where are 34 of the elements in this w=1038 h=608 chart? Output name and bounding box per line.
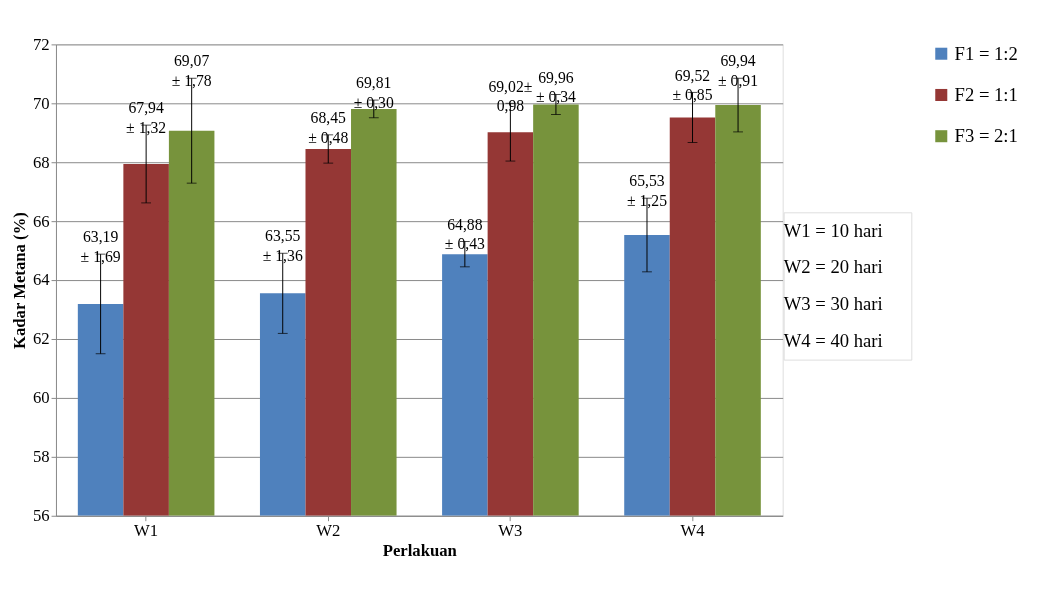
data-label: 69,96 ± 0,34 [535, 68, 577, 106]
y-tick-label: 70 [32, 93, 50, 113]
data-label: 69,81 ± 0,30 [353, 74, 394, 111]
legend-label: F1 = 1:2 [954, 42, 1018, 64]
x-tick-label: W3 [498, 520, 523, 540]
x-axis-title: Perlakuan [382, 540, 458, 560]
data-label: 65,53 ± 1,25 [626, 172, 668, 210]
data-label: 68,45 ± 0,48 [308, 109, 349, 146]
data-label: 63,19 ± 1,69 [80, 228, 121, 266]
data-label: 63,55 ± 1,36 [262, 227, 303, 265]
x-tick-label: W4 [680, 520, 706, 540]
data-label: 64,88 ± 0,43 [444, 215, 486, 253]
y-tick-label: 60 [32, 388, 50, 408]
y-tick-label: 64 [32, 270, 51, 290]
y-tick-label: 72 [32, 34, 50, 54]
y-tick-label: 68 [32, 152, 50, 172]
y-tick-label: 56 [32, 506, 50, 526]
x-tick-label: W2 [316, 520, 341, 540]
text: W4 = 40 hari [783, 330, 883, 352]
y-tick-label: 66 [32, 211, 50, 231]
x-tick-label: W1 [134, 520, 159, 540]
y-tick-label: 62 [32, 329, 50, 349]
text: W2 = 20 hari [783, 256, 883, 278]
data-label: 69,52 ± 0,85 [672, 66, 713, 104]
data-label: 69,02± 0,98 [488, 77, 533, 115]
text: W1 = 10 hari [783, 219, 883, 241]
legend-label: F3 = 2:1 [954, 125, 1018, 147]
y-tick-label: 58 [32, 447, 50, 467]
text: W3 = 30 hari [783, 293, 883, 315]
legend-label: F2 = 1:1 [954, 83, 1018, 105]
data-label: 69,94 ± 0,91 [718, 52, 759, 90]
y-axis-title: Kadar Metana (%) [10, 212, 30, 350]
data-label: 67,94 ± 1,32 [126, 99, 167, 136]
data-label: 69,07 ± 1,78 [171, 52, 212, 90]
